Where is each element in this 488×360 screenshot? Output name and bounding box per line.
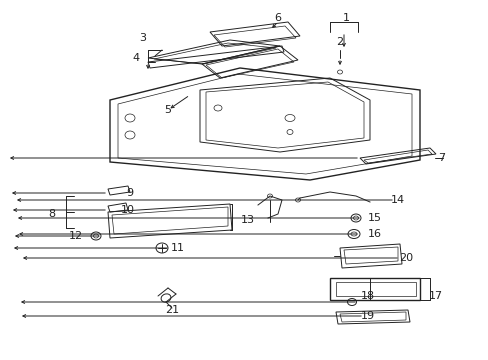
Text: 2: 2 [336, 37, 343, 47]
Text: 15: 15 [367, 213, 381, 223]
Text: 10: 10 [121, 205, 135, 215]
Text: 21: 21 [164, 305, 179, 315]
Text: 17: 17 [428, 291, 442, 301]
Text: 6: 6 [274, 13, 281, 23]
Text: 14: 14 [390, 195, 404, 205]
Text: 19: 19 [360, 311, 374, 321]
Text: 7: 7 [438, 153, 445, 163]
Text: 4: 4 [132, 53, 139, 63]
Text: 1: 1 [342, 13, 349, 23]
Text: 20: 20 [398, 253, 412, 263]
Text: 3: 3 [139, 33, 146, 43]
Text: 9: 9 [126, 188, 133, 198]
Text: 8: 8 [48, 209, 56, 219]
Text: 11: 11 [171, 243, 184, 253]
Text: 12: 12 [69, 231, 83, 241]
Text: 18: 18 [360, 291, 374, 301]
Text: 13: 13 [241, 215, 254, 225]
Text: 16: 16 [367, 229, 381, 239]
Text: 5: 5 [164, 105, 171, 115]
